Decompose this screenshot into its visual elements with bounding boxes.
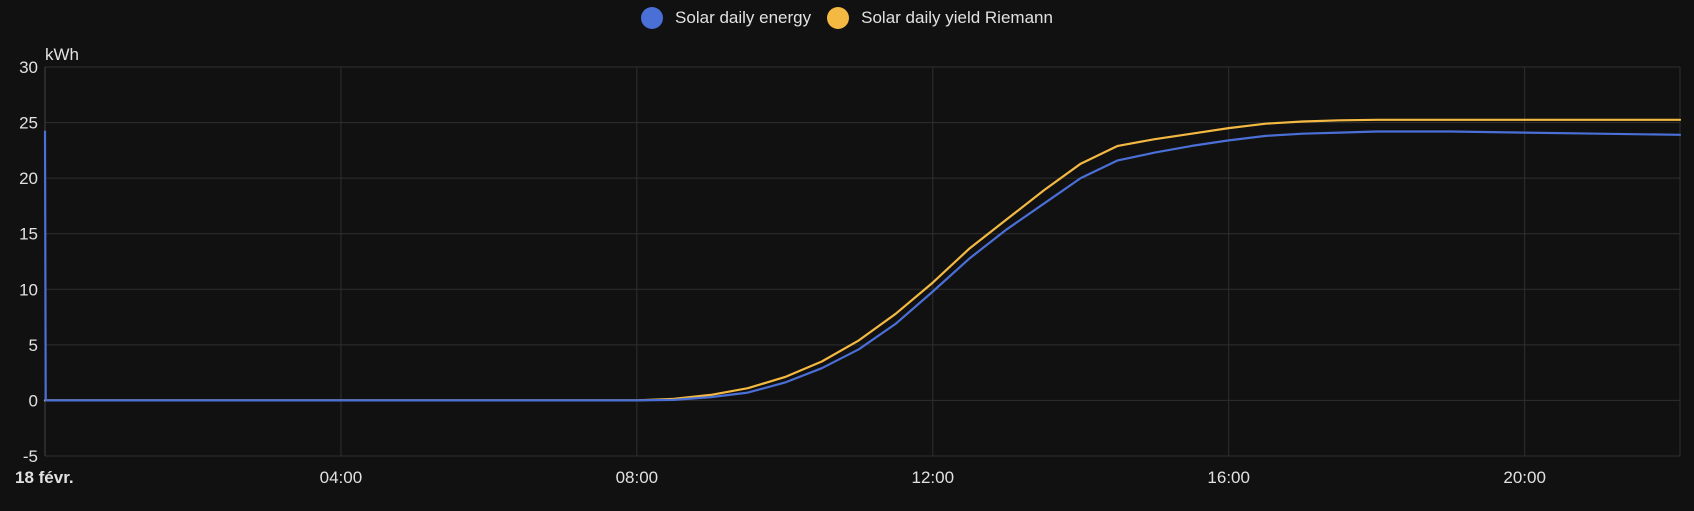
x-tick-label: 04:00 [320,468,363,487]
series-line-solar-daily-energy[interactable] [43,130,1682,402]
x-tick-label: 12:00 [912,468,955,487]
y-tick-label: 25 [19,114,38,133]
legend-marker-solar-daily-yield-riemann [827,7,850,29]
chart-series [43,118,1682,402]
chart-grid [44,66,1681,457]
series-line-solar-daily-yield-riemann[interactable] [43,118,1682,402]
y-tick-label: 15 [19,225,38,244]
legend-label-solar-daily-energy: Solar daily energy [675,8,812,27]
legend-item-solar-daily-yield-riemann[interactable]: Solar daily yield Riemann [827,7,1053,29]
y-tick-label: 0 [29,391,38,410]
x-tick-label: 08:00 [616,468,659,487]
x-tick-label: 16:00 [1207,468,1250,487]
y-tick-label: 10 [19,280,38,299]
y-axis-unit-label: kWh [45,45,79,64]
x-tick-label: 18 févr. [15,468,74,487]
chart-legend: Solar daily energy Solar daily yield Rie… [0,0,1694,36]
y-tick-label: 30 [19,58,38,77]
y-tick-label: -5 [23,447,38,466]
y-axis: 30 25 20 15 10 5 0 -5 [19,58,38,466]
legend-item-solar-daily-energy[interactable]: Solar daily energy [641,7,811,29]
y-tick-label: 20 [19,169,38,188]
x-axis: 18 févr. 04:00 08:00 12:00 16:00 20:00 [15,468,1546,487]
legend-marker-solar-daily-energy [641,7,664,29]
x-tick-label: 20:00 [1503,468,1546,487]
legend-label-solar-daily-yield-riemann: Solar daily yield Riemann [861,8,1053,27]
y-tick-label: 5 [29,336,38,355]
